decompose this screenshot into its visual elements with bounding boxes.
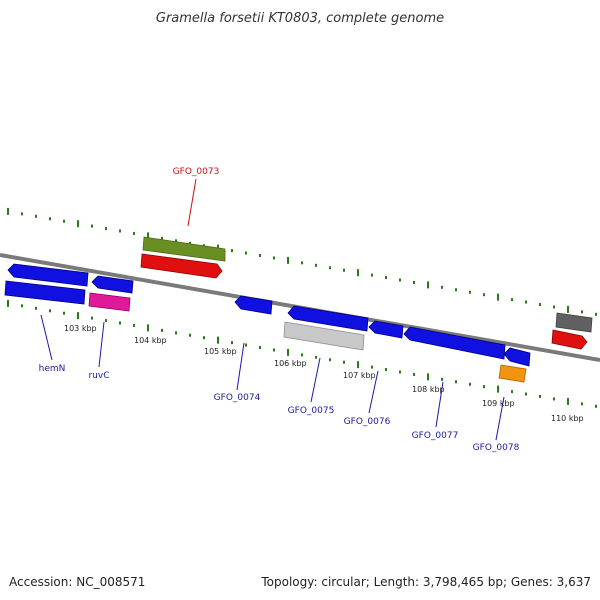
label-ruvc[interactable]: ruvC [88, 371, 109, 381]
tick-label-103kbp: 103 kbp [64, 324, 97, 333]
leader-ruvc [98, 321, 105, 368]
gene-hemn-upper[interactable] [7, 263, 89, 287]
label-gfo-0074[interactable]: GFO_0074 [214, 393, 261, 403]
label-gfo-0078[interactable]: GFO_0078 [473, 443, 520, 453]
tick-label-105kbp: 105 kbp [204, 347, 237, 356]
gene-gfo-0076[interactable] [368, 320, 404, 339]
leader-gfo-0078 [495, 396, 505, 441]
leader-gfo-0075 [310, 357, 321, 403]
tick-label-107kbp: 107 kbp [343, 371, 376, 380]
gene-gfo-0075-blue[interactable] [287, 305, 369, 332]
tick-label-110kbp: 110 kbp [551, 414, 584, 423]
leader-gfo-0076 [368, 370, 379, 414]
label-gfo-0077[interactable]: GFO_0077 [412, 431, 459, 441]
gene-red-far-right[interactable] [551, 329, 588, 350]
gene-blue-small-2[interactable] [503, 347, 531, 367]
tick-label-106kbp: 106 kbp [274, 359, 307, 368]
leader-gfo-0074 [236, 342, 245, 391]
genome-summary-text: Topology: circular; Length: 3,798,465 bp… [260, 575, 591, 589]
chart-title: Gramella forsetii KT0803, complete genom… [156, 11, 444, 26]
lower-tick-row [7, 299, 597, 408]
label-gfo-0073[interactable]: GFO_0073 [173, 167, 220, 177]
leader-hemn [40, 314, 53, 361]
leader-gfo-0077 [435, 381, 444, 428]
tick-label-104kbp: 104 kbp [134, 336, 167, 345]
accession-text: Accession: NC_008571 [9, 575, 145, 589]
gene-gfo-0075-gray[interactable] [283, 321, 365, 351]
tick-label-109kbp: 109 kbp [482, 399, 515, 408]
gene-gfo-0074[interactable] [234, 295, 273, 315]
gene-ruvc[interactable] [88, 292, 131, 312]
tick-label-108kbp: 108 kbp [412, 385, 445, 394]
gene-blue-small-1[interactable] [91, 275, 134, 294]
leader-gfo-0073 [187, 178, 197, 227]
gene-gfo-0077[interactable] [403, 326, 506, 360]
gene-gfo-0073-red[interactable] [140, 253, 223, 279]
gene-hemn[interactable] [4, 280, 86, 305]
gene-gray-far-right[interactable] [555, 312, 593, 333]
label-gfo-0076[interactable]: GFO_0076 [344, 417, 391, 427]
label-gfo-0075[interactable]: GFO_0075 [288, 406, 335, 416]
label-hemn[interactable]: hemN [39, 364, 66, 374]
gene-gfo-0073-olive[interactable] [142, 236, 226, 262]
gene-gfo-0078[interactable] [498, 364, 527, 383]
